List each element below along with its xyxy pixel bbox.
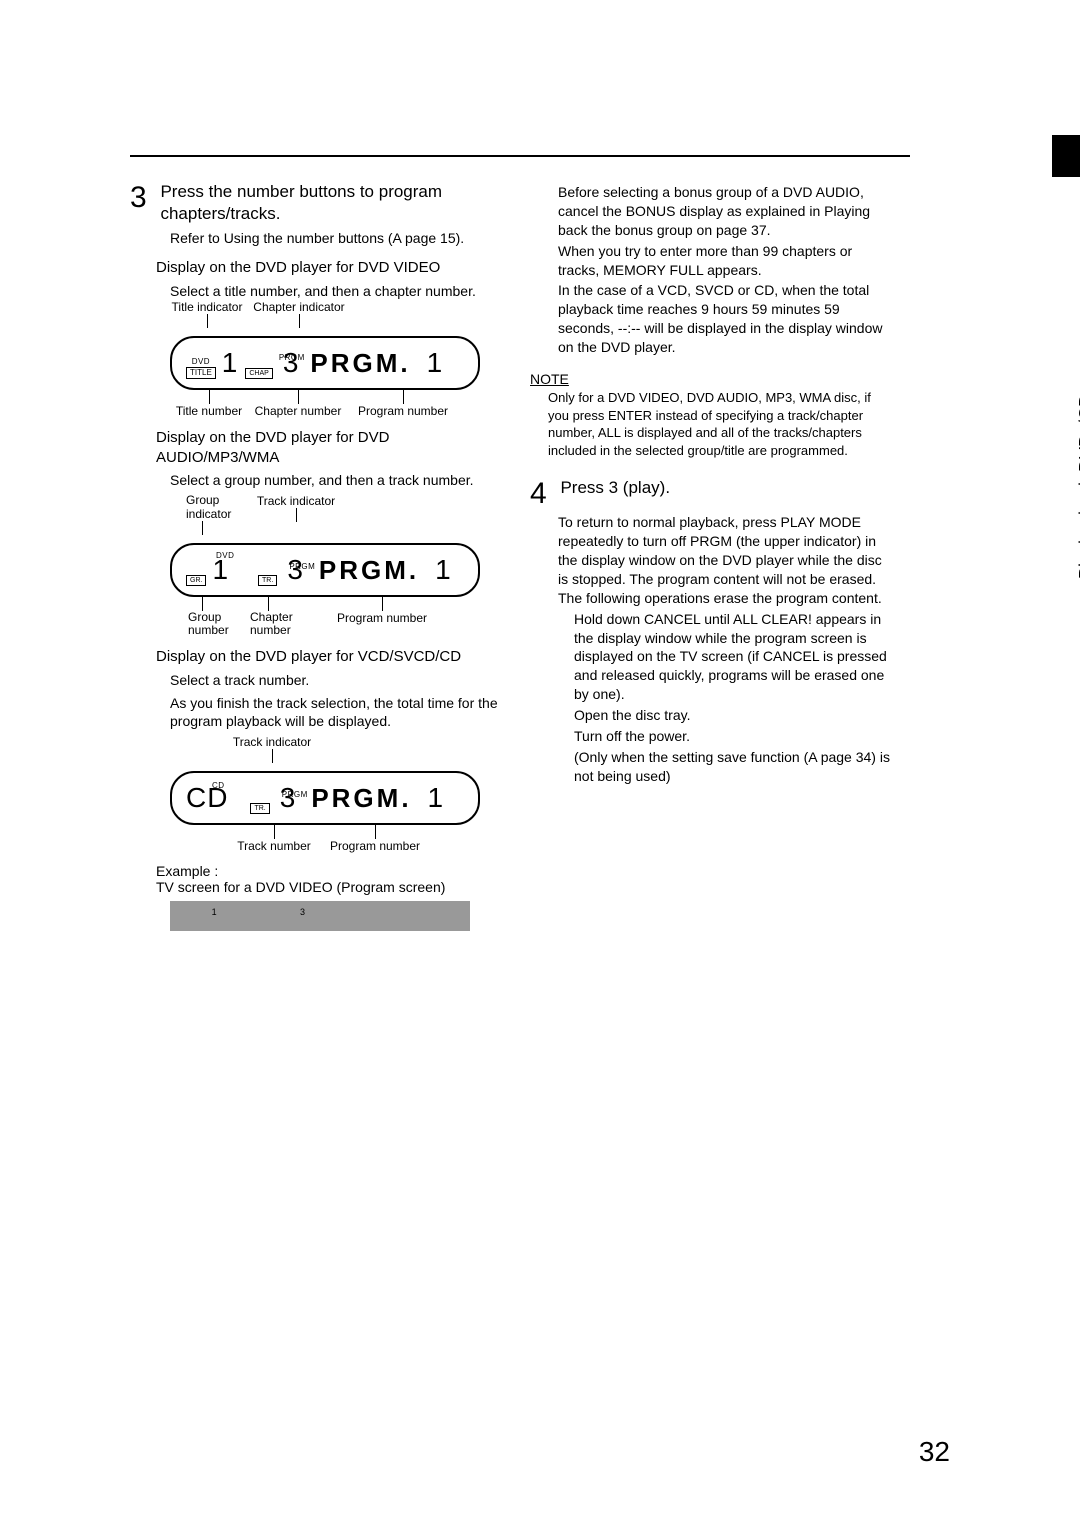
two-column-layout: 3 Press the number buttons to program ch…	[130, 181, 910, 931]
side-tab: Playing back DVDs/CDs	[1048, 135, 1080, 395]
pointer-line-icon	[375, 825, 376, 839]
pointer-line-icon	[296, 508, 297, 522]
note-text: Only for a DVD VIDEO, DVD AUDIO, MP3, WM…	[548, 389, 890, 459]
track-number-label: Track number	[237, 839, 311, 853]
lcd-prgm-text: PRGM.	[319, 555, 419, 586]
lcd-badge: TITLE	[186, 367, 216, 379]
lcd-badge: DVD	[192, 357, 210, 366]
title-indicator-label: Title indicator	[172, 300, 243, 314]
program-number-label: Program number	[337, 611, 427, 625]
step-title: Press the number buttons to program chap…	[160, 181, 480, 225]
lcd-value: 3	[283, 347, 301, 379]
lcd1-top-labels: Title indicator Chapter indicator	[170, 300, 500, 328]
lcd-badge: CD	[212, 781, 225, 790]
tv-program-screen: 1 3	[170, 901, 470, 931]
pointer-line-icon	[209, 390, 210, 404]
step-number: 4	[530, 477, 556, 511]
side-tab-text: Playing back DVDs/CDs	[1076, 385, 1080, 579]
lcd-display-1: DVD TITLE 1 CHAP PRGM 3 PRGM. 1	[170, 336, 500, 390]
note-heading: NOTE	[530, 371, 890, 387]
tv-screen-caption: TV screen for a DVD VIDEO (Program scree…	[156, 879, 500, 895]
dvd-video-heading: Display on the DVD player for DVD VIDEO	[156, 258, 500, 278]
pointer-line-icon	[382, 597, 383, 611]
right-column: Before selecting a bonus group of a DVD …	[530, 181, 890, 931]
page-number: 32	[919, 1436, 950, 1468]
lcd-value: 3	[287, 554, 305, 586]
left-column: 3 Press the number buttons to program ch…	[130, 181, 500, 931]
lcd-prgm-text: PRGM.	[311, 783, 411, 814]
lcd2-bottom-labels: Group number Chapter number Program numb…	[170, 597, 500, 637]
title-number-label: Title number	[176, 404, 242, 418]
lcd-value: 1	[427, 347, 445, 379]
lcd-badge: CHAP	[245, 368, 272, 379]
step-number: 3	[130, 181, 156, 215]
page-content: 3 Press the number buttons to program ch…	[130, 155, 910, 931]
step4-para1: To return to normal playback, press PLAY…	[558, 513, 890, 589]
lcd-value: 3	[280, 782, 298, 814]
lcd-badge: GR.	[186, 575, 206, 586]
dvd-video-instruction: Select a title number, and then a chapte…	[170, 282, 500, 301]
program-number-label: Program number	[330, 839, 420, 853]
pointer-line-icon	[202, 597, 203, 611]
horizontal-rule	[130, 155, 910, 157]
note-bullet: In the case of a VCD, SVCD or CD, when t…	[558, 281, 890, 357]
vcd-instruction-1: Select a track number.	[170, 671, 500, 690]
step-4: 4 Press 3 (play).	[530, 477, 890, 511]
lcd-display-3: CD CD TR. PRGM 3 PRGM. 1	[170, 771, 500, 825]
refer-text: Refer to Using the number buttons (A pag…	[170, 229, 500, 248]
right-top-notes: Before selecting a bonus group of a DVD …	[558, 183, 890, 357]
step4-bullet: (Only when the setting save function (A …	[574, 748, 890, 786]
dvd-audio-heading: Display on the DVD player for DVD AUDIO/…	[156, 428, 500, 467]
chapter-number-label: Chapter number	[250, 611, 322, 637]
lcd-badge: DVD	[216, 551, 234, 560]
note-bullet: When you try to enter more than 99 chapt…	[558, 242, 890, 280]
tv-value: 1	[212, 907, 217, 917]
lcd-prgm-text: PRGM.	[310, 348, 410, 379]
lcd-badge: TR.	[250, 803, 269, 814]
lcd-value: 1	[428, 782, 446, 814]
lcd1-bottom-labels: Title number Chapter number Program numb…	[170, 390, 500, 418]
side-tab-marker	[1052, 135, 1080, 177]
lcd3-top-labels: Track indicator	[170, 735, 500, 763]
lcd-value: 1	[435, 554, 453, 586]
lcd-badge: TR.	[258, 575, 277, 586]
pointer-line-icon	[274, 825, 275, 839]
group-number-label: Group number	[188, 611, 250, 637]
vcd-heading: Display on the DVD player for VCD/SVCD/C…	[156, 647, 500, 667]
lcd3-bottom-labels: Track number Program number	[170, 825, 500, 853]
step-title: Press 3 (play).	[560, 477, 860, 499]
dvd-audio-instruction: Select a group number, and then a track …	[170, 471, 500, 490]
lcd-display-2: GR. DVD 1 TR. PRGM 3 PRGM. 1	[170, 543, 500, 597]
chapter-indicator-label: Chapter indicator	[253, 300, 344, 314]
chapter-number-label: Chapter number	[255, 404, 342, 418]
tv-value: 3	[300, 907, 305, 917]
step4-bullet: Open the disc tray.	[574, 706, 890, 725]
program-number-label: Program number	[358, 404, 448, 418]
pointer-line-icon	[268, 597, 269, 611]
pointer-line-icon	[272, 749, 273, 763]
step4-para2: The following operations erase the progr…	[558, 589, 890, 608]
track-indicator-label: Track indicator	[233, 735, 311, 749]
vcd-instruction-2: As you finish the track selection, the t…	[170, 694, 500, 732]
track-indicator-label: Track indicator	[257, 494, 335, 508]
pointer-line-icon	[299, 314, 300, 328]
lcd-value: 1	[222, 347, 240, 379]
group-indicator-label: Group indicator	[186, 494, 246, 520]
pointer-line-icon	[403, 390, 404, 404]
pointer-line-icon	[298, 390, 299, 404]
pointer-line-icon	[207, 314, 208, 328]
lcd2-top-labels: Group indicator Track indicator	[170, 494, 500, 534]
note-bullet: Before selecting a bonus group of a DVD …	[558, 183, 890, 240]
step4-bullet: Turn off the power.	[574, 727, 890, 746]
example-label: Example :	[156, 863, 500, 879]
step-3: 3 Press the number buttons to program ch…	[130, 181, 500, 225]
pointer-line-icon	[202, 521, 203, 535]
step4-bullet: Hold down CANCEL until ALL CLEAR! appear…	[574, 610, 890, 704]
